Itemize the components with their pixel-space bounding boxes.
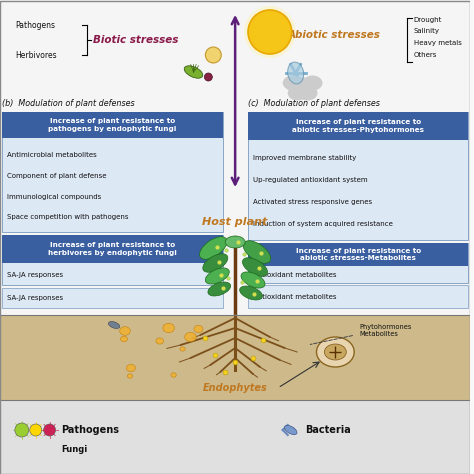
Bar <box>2 112 223 232</box>
Bar <box>0 0 470 315</box>
Ellipse shape <box>302 75 322 91</box>
Text: Salinity: Salinity <box>414 28 440 34</box>
Ellipse shape <box>180 347 185 351</box>
Text: Antioxidant metabolites: Antioxidant metabolites <box>253 272 337 278</box>
Text: Increase of plant resistance to
herbivores by endophytic fungi: Increase of plant resistance to herbivor… <box>48 242 177 255</box>
Ellipse shape <box>128 374 133 378</box>
Bar <box>2 112 223 138</box>
Ellipse shape <box>283 75 302 91</box>
Text: Biotic stresses: Biotic stresses <box>93 35 179 45</box>
Ellipse shape <box>200 237 227 259</box>
Text: Others: Others <box>414 52 437 58</box>
Bar <box>248 112 468 240</box>
Text: Phytohormones
Metabolites: Phytohormones Metabolites <box>359 323 411 337</box>
Text: Improved membrane stability: Improved membrane stability <box>253 155 356 161</box>
Bar <box>248 243 468 283</box>
Text: SA-JA responses: SA-JA responses <box>7 272 63 277</box>
Ellipse shape <box>171 373 176 377</box>
Ellipse shape <box>156 338 164 344</box>
Text: SA-JA responses: SA-JA responses <box>7 295 63 301</box>
Bar <box>248 285 468 308</box>
Text: Pathogens: Pathogens <box>15 20 55 29</box>
Ellipse shape <box>243 258 267 276</box>
Ellipse shape <box>248 10 292 54</box>
Text: Pathogens: Pathogens <box>62 425 119 435</box>
Ellipse shape <box>30 424 42 436</box>
Text: Up-regulated antioxidant system: Up-regulated antioxidant system <box>253 177 368 183</box>
Text: (b)  Modulation of plant defenses: (b) Modulation of plant defenses <box>2 99 135 108</box>
Ellipse shape <box>317 337 354 367</box>
Bar <box>2 235 223 263</box>
Ellipse shape <box>127 365 136 372</box>
Ellipse shape <box>289 78 317 99</box>
Ellipse shape <box>203 254 228 272</box>
Text: Increase of plant resistance to
pathogens by endophytic fungi: Increase of plant resistance to pathogen… <box>48 118 177 132</box>
Ellipse shape <box>324 344 346 360</box>
Bar <box>248 112 468 140</box>
Text: Induction of system acquired resistance: Induction of system acquired resistance <box>253 221 393 228</box>
Ellipse shape <box>288 62 304 84</box>
Ellipse shape <box>44 424 55 436</box>
Text: (c)  Modulation of plant defenses: (c) Modulation of plant defenses <box>248 99 380 108</box>
Text: Herbivores: Herbivores <box>15 51 56 60</box>
Bar <box>2 235 223 285</box>
Ellipse shape <box>240 286 263 300</box>
Ellipse shape <box>298 85 318 100</box>
Bar <box>2 288 223 308</box>
Ellipse shape <box>284 425 297 435</box>
Ellipse shape <box>208 282 231 296</box>
Ellipse shape <box>243 241 271 263</box>
Ellipse shape <box>109 321 120 328</box>
Ellipse shape <box>184 66 203 78</box>
Ellipse shape <box>119 327 130 335</box>
Text: Fungi: Fungi <box>62 446 88 455</box>
Text: Increase of plant resistance to
abiotic stresses-Metabolites: Increase of plant resistance to abiotic … <box>296 248 421 261</box>
Bar <box>248 243 468 266</box>
Ellipse shape <box>185 332 196 342</box>
Text: Bacteria: Bacteria <box>306 425 351 435</box>
Ellipse shape <box>225 236 245 248</box>
Ellipse shape <box>205 268 229 284</box>
Ellipse shape <box>163 323 174 333</box>
Text: Abiotic stresses: Abiotic stresses <box>288 30 381 40</box>
Ellipse shape <box>241 272 265 288</box>
Ellipse shape <box>204 73 212 81</box>
Text: Antioxidant metabolites: Antioxidant metabolites <box>253 294 337 300</box>
Ellipse shape <box>15 423 29 437</box>
Ellipse shape <box>244 6 296 58</box>
Text: Drought: Drought <box>414 17 442 23</box>
Text: Endophytes: Endophytes <box>203 383 267 393</box>
Text: Increase of plant resistance to
abiotic stresses-Phytohormones: Increase of plant resistance to abiotic … <box>292 119 424 133</box>
Ellipse shape <box>205 47 221 63</box>
Text: Activated stress responsive genes: Activated stress responsive genes <box>253 199 372 205</box>
Text: Host plant: Host plant <box>202 217 268 227</box>
Bar <box>0 315 470 400</box>
Text: Antimicrobial metabolites: Antimicrobial metabolites <box>7 152 97 158</box>
Text: Immunological compounds: Immunological compounds <box>7 194 101 200</box>
Ellipse shape <box>194 325 203 333</box>
Text: Heavy metals: Heavy metals <box>414 40 462 46</box>
Bar <box>0 400 470 474</box>
Ellipse shape <box>120 336 128 342</box>
Text: Component of plant defense: Component of plant defense <box>7 173 107 179</box>
Ellipse shape <box>288 85 308 100</box>
Text: Space competition with pathogens: Space competition with pathogens <box>7 214 128 220</box>
